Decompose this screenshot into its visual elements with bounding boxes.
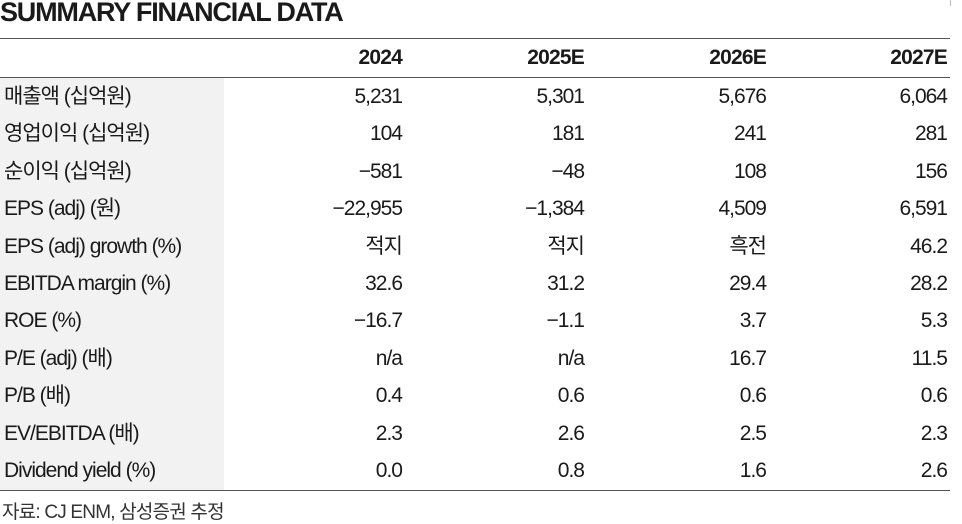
table-row-revenue: 매출액 (십억원) 5,231 5,301 5,676 6,064 [0,78,950,115]
cell-2025e: 31.2 [547,272,585,295]
row-label: 영업이익 (십억원) [4,122,150,146]
table-row-roe: ROE (%) −16.7 −1.1 3.7 5.3 [0,302,950,339]
table-row-dividend-yield: Dividend yield (%) 0.0 0.8 1.6 2.6 [0,452,950,489]
cell-2025e: 2.6 [557,421,585,445]
header-divider [0,77,950,78]
column-header-2025e: 2025E [527,46,585,69]
cell-2024: −22,955 [332,197,404,221]
cell-2024: 0.4 [375,384,403,408]
cell-2027e: 281 [914,122,948,146]
table-row-pb: P/B (배) 0.4 0.6 0.6 0.6 [0,377,950,414]
table-row-eps: EPS (adj) (원) −22,955 −1,384 4,509 6,591 [0,190,950,227]
cell-2026e: 241 [733,122,767,146]
row-label: EV/EBITDA (배) [4,421,140,445]
cell-2024: 5,231 [354,85,403,108]
title-divider [0,38,950,39]
cell-2025e: n/a [557,346,585,370]
corner-mark [942,0,951,6]
table-row-net-income: 순이익 (십억원) −581 −48 108 156 [0,153,950,190]
row-label: P/B (배) [4,384,71,408]
cell-2026e: 1.6 [739,459,767,482]
table-row-ev-ebitda: EV/EBITDA (배) 2.3 2.6 2.5 2.3 [0,415,950,452]
cell-2025e: 0.8 [557,459,585,482]
cell-2027e: 46.2 [910,234,948,258]
cell-2026e: 0.6 [739,384,767,408]
row-label: EPS (adj) growth (%) [4,234,182,258]
cell-2027e: 0.6 [920,384,948,408]
column-header-2024: 2024 [358,46,402,69]
header-row [0,39,950,77]
cell-2024: 2.3 [375,421,403,445]
cell-2026e: 108 [733,159,767,183]
table-title: SUMMARY FINANCIAL DATA [0,0,344,27]
cell-2026e: 3.7 [739,309,767,333]
column-header-2027e: 2027E [890,46,948,69]
cell-2024: −581 [358,159,403,183]
cell-2026e: 29.4 [729,272,767,295]
cell-2027e: 156 [914,159,948,183]
cell-2026e: 흑전 [729,234,767,258]
cell-2024: 32.6 [365,272,403,295]
cell-2027e: 2.3 [920,421,948,445]
cell-2026e: 2.5 [739,421,767,445]
cell-2027e: 6,591 [899,197,948,221]
cell-2025e: 0.6 [557,384,585,408]
cell-2025e: 181 [551,122,585,146]
cell-2027e: 11.5 [911,346,948,370]
table-bottom-divider [0,490,950,491]
row-label: 매출액 (십억원) [4,85,132,108]
row-label: EBITDA margin (%) [4,272,171,295]
row-label: 순이익 (십억원) [4,159,132,183]
cell-2025e: −1,384 [525,197,585,221]
cell-2024: −16.7 [353,309,403,333]
cell-2025e: 적지 [547,234,585,258]
cell-2027e: 5.3 [920,309,948,333]
row-label: Dividend yield (%) [4,459,156,482]
table-row-pe: P/E (adj) (배) n/a n/a 16.7 11.5 [0,340,950,377]
cell-2025e: −48 [551,159,585,183]
source-note: 자료: CJ ENM, 삼성증권 추정 [2,502,225,523]
row-label: P/E (adj) (배) [4,346,113,370]
cell-2027e: 6,064 [899,85,948,108]
cell-2024: n/a [375,346,403,370]
cell-2026e: 5,676 [718,85,767,108]
cell-2024: 104 [369,122,403,146]
cell-2026e: 16.7 [729,346,767,370]
table-row-operating-profit: 영업이익 (십억원) 104 181 241 281 [0,115,950,152]
row-label: ROE (%) [4,309,82,333]
cell-2025e: 5,301 [536,85,585,108]
cell-2024: 0.0 [375,459,403,482]
cell-2025e: −1.1 [546,309,585,333]
cell-2026e: 4,509 [718,197,767,221]
row-label-column-background [0,78,224,490]
cell-2027e: 28.2 [910,272,948,295]
cell-2027e: 2.6 [920,459,948,482]
table-row-eps-growth: EPS (adj) growth (%) 적지 적지 흑전 46.2 [0,228,950,265]
row-label: EPS (adj) (원) [4,197,121,221]
cell-2024: 적지 [365,234,403,258]
column-header-2026e: 2026E [709,46,767,69]
table-row-ebitda-margin: EBITDA margin (%) 32.6 31.2 29.4 28.2 [0,265,950,302]
